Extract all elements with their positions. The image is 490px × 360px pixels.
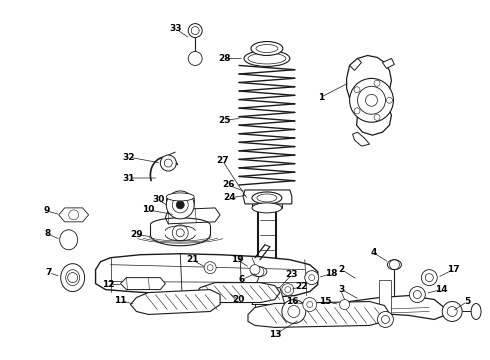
Text: 21: 21 [186, 255, 198, 264]
Ellipse shape [471, 303, 481, 319]
Text: 1: 1 [318, 93, 324, 102]
Circle shape [204, 262, 216, 274]
Text: 27: 27 [216, 156, 228, 165]
Text: 18: 18 [325, 269, 338, 278]
Circle shape [188, 51, 202, 66]
Circle shape [305, 271, 318, 285]
Polygon shape [59, 208, 89, 222]
Text: 3: 3 [339, 285, 345, 294]
Circle shape [442, 302, 462, 321]
Text: 20: 20 [232, 295, 244, 304]
Text: 26: 26 [222, 180, 234, 189]
Text: 9: 9 [44, 206, 50, 215]
Circle shape [68, 273, 77, 283]
Circle shape [374, 114, 380, 120]
Ellipse shape [60, 230, 77, 250]
Text: 13: 13 [269, 330, 281, 339]
Text: 16: 16 [286, 297, 298, 306]
Ellipse shape [252, 192, 282, 204]
Text: 31: 31 [122, 174, 135, 183]
Circle shape [166, 191, 194, 219]
Ellipse shape [252, 203, 282, 213]
Text: 22: 22 [295, 282, 308, 291]
Text: 29: 29 [130, 230, 143, 239]
Polygon shape [379, 280, 392, 324]
Text: 10: 10 [142, 206, 154, 215]
Ellipse shape [251, 267, 267, 276]
Ellipse shape [244, 50, 290, 67]
Polygon shape [383, 58, 394, 68]
Circle shape [340, 300, 349, 310]
Polygon shape [252, 288, 285, 305]
Circle shape [387, 97, 392, 103]
Polygon shape [96, 254, 318, 298]
Ellipse shape [248, 53, 286, 64]
Ellipse shape [166, 193, 194, 201]
Circle shape [374, 80, 380, 86]
Polygon shape [165, 208, 220, 224]
Circle shape [349, 78, 393, 122]
Circle shape [250, 265, 260, 275]
Circle shape [176, 201, 184, 209]
Text: 5: 5 [464, 297, 470, 306]
Polygon shape [243, 190, 292, 204]
Ellipse shape [251, 41, 283, 55]
Polygon shape [349, 58, 362, 71]
Circle shape [366, 94, 377, 106]
Text: 19: 19 [231, 255, 244, 264]
Circle shape [377, 311, 393, 328]
Text: 32: 32 [122, 153, 135, 162]
Circle shape [282, 284, 294, 296]
Polygon shape [130, 289, 220, 315]
Polygon shape [300, 296, 444, 323]
Text: 30: 30 [152, 195, 165, 204]
Polygon shape [353, 132, 369, 146]
Text: 28: 28 [218, 54, 230, 63]
Text: 8: 8 [45, 229, 51, 238]
Text: 4: 4 [370, 248, 377, 257]
Polygon shape [346, 55, 392, 135]
Circle shape [160, 155, 176, 171]
Text: 25: 25 [218, 116, 230, 125]
Text: 23: 23 [286, 270, 298, 279]
Polygon shape [248, 302, 390, 328]
Circle shape [421, 270, 437, 285]
Circle shape [188, 24, 202, 37]
Circle shape [354, 87, 360, 93]
Ellipse shape [61, 264, 85, 292]
Text: 15: 15 [319, 297, 332, 306]
Text: 17: 17 [447, 265, 460, 274]
Text: 11: 11 [114, 296, 127, 305]
Text: 33: 33 [169, 24, 181, 33]
Text: 12: 12 [102, 280, 115, 289]
Text: 24: 24 [224, 193, 236, 202]
Text: 14: 14 [435, 285, 447, 294]
Ellipse shape [388, 260, 401, 270]
Circle shape [282, 300, 306, 323]
Text: 6: 6 [239, 275, 245, 284]
Polygon shape [121, 278, 165, 289]
Circle shape [354, 108, 360, 114]
Text: 7: 7 [46, 268, 52, 277]
Circle shape [303, 298, 317, 311]
Polygon shape [195, 283, 280, 302]
Circle shape [409, 287, 425, 302]
Text: 2: 2 [339, 265, 345, 274]
